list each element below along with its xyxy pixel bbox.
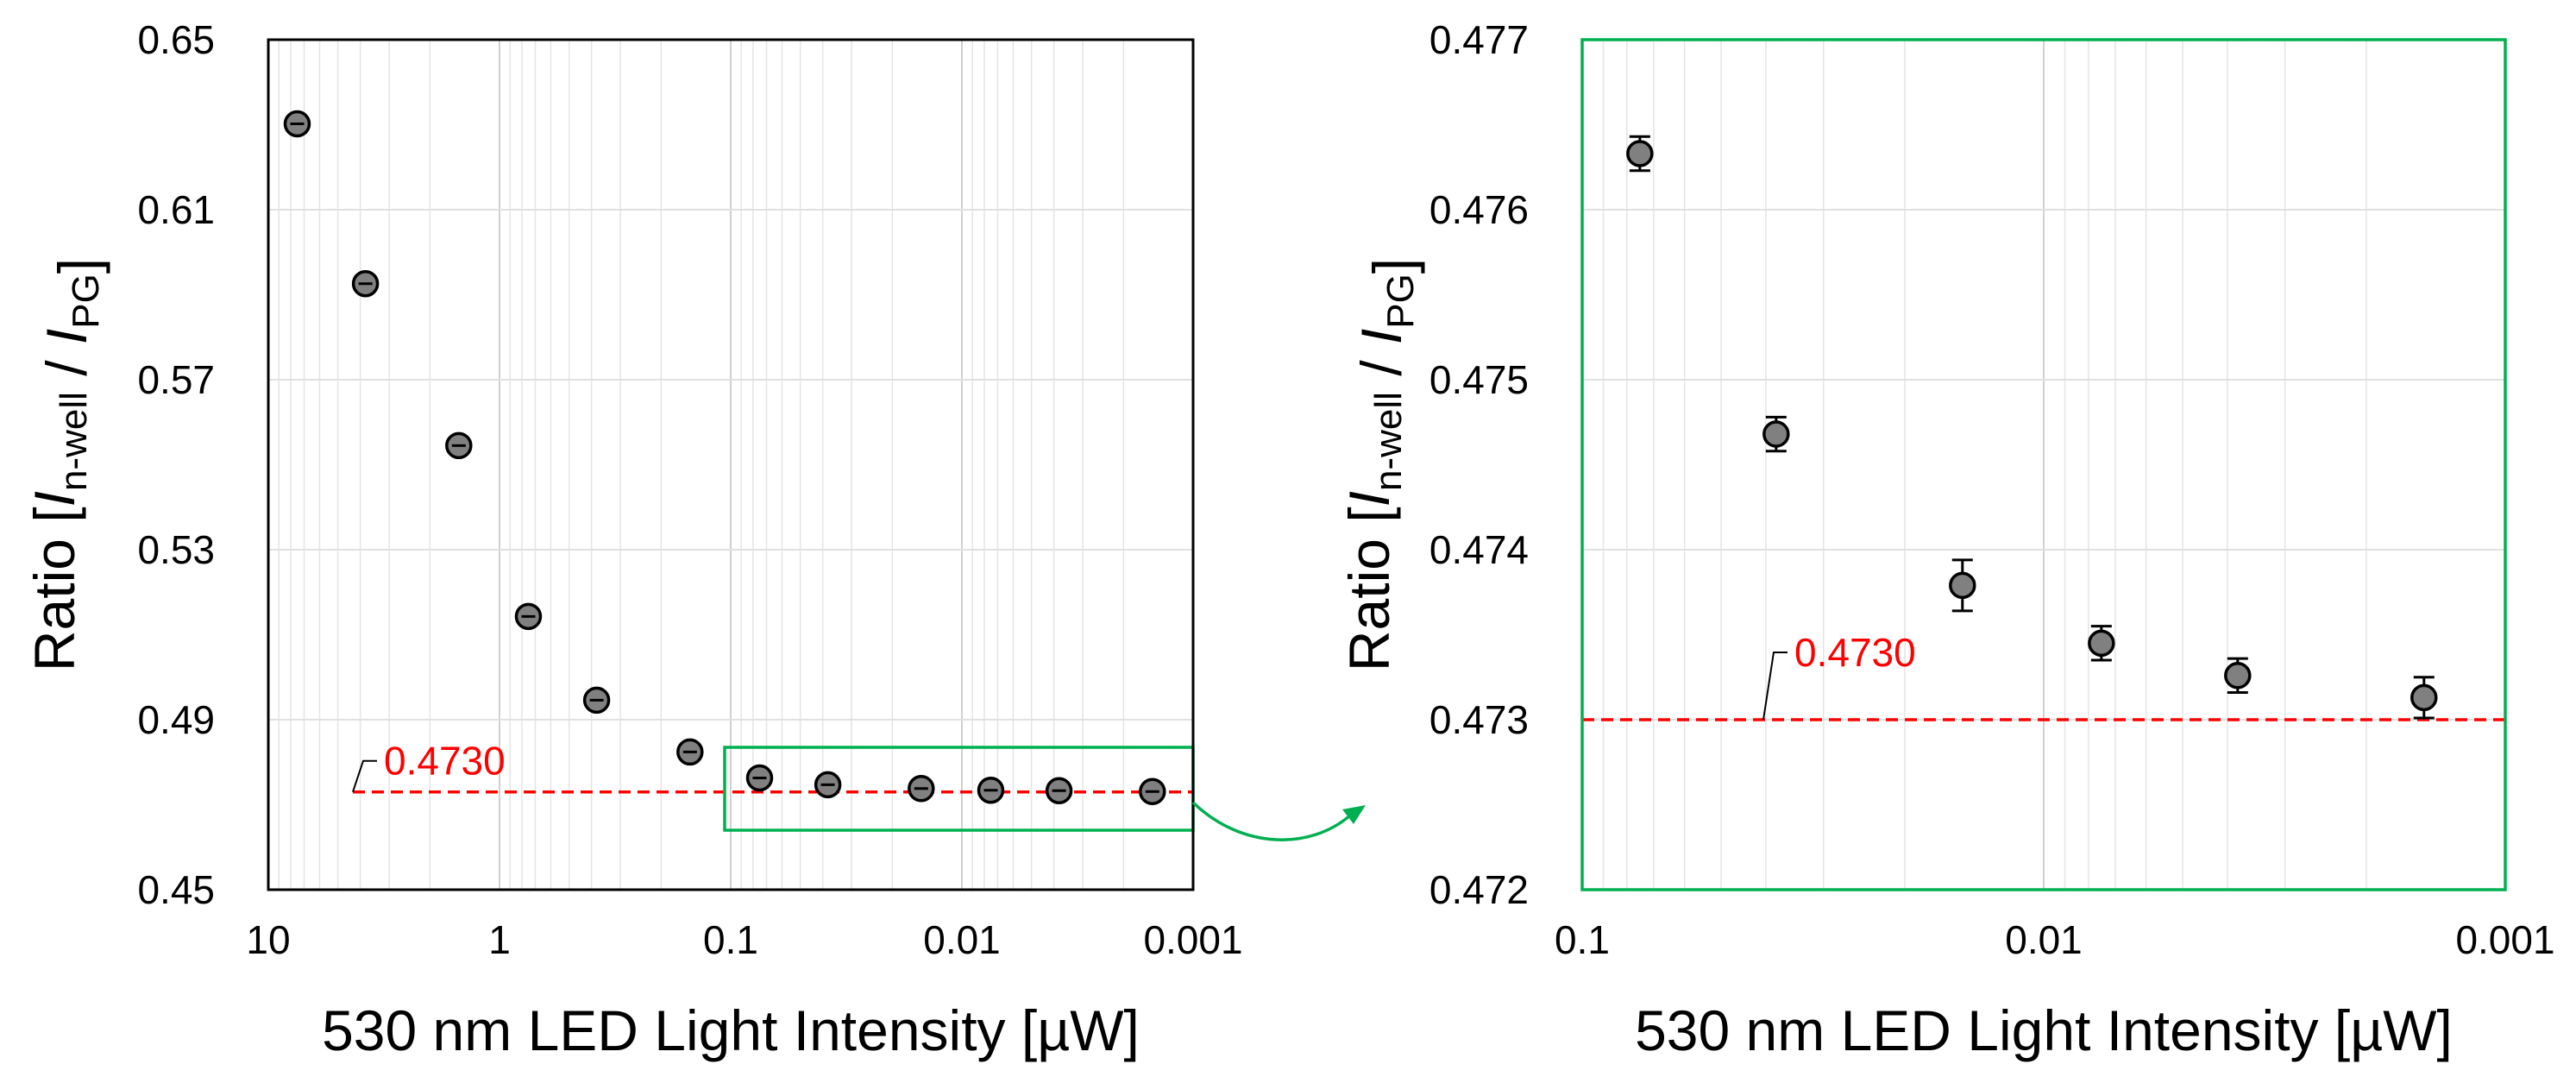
chart2-data-point (2224, 662, 2252, 689)
chart2-x-tick-label: 0.01 (2005, 917, 2083, 962)
chart2-y-tick-label: 0.472 (1429, 867, 1529, 912)
chart2-y-tick-label: 0.476 (1429, 187, 1529, 232)
chart2-x-tick-label: 0.1 (1555, 917, 1610, 962)
chart2-y-axis-title-part: ] (1361, 258, 1425, 274)
zoom-connector-arrow (1191, 801, 1366, 841)
chart2-y-axis-title-part: / (1349, 344, 1413, 392)
chart2-data-point (2088, 629, 2115, 658)
chart1-y-axis-title-part: / (35, 344, 98, 392)
chart1-x-axis-title: 530 nm LED Light Intensity [µW] (322, 998, 1140, 1062)
chart1-y-axis-title-part: PG (65, 274, 107, 329)
zoom-arrow-head (1342, 805, 1366, 824)
chart2-data-point (1626, 140, 1654, 167)
chart1-y-axis-title-part: n-well (53, 392, 95, 491)
chart2-data-point (2410, 683, 2438, 712)
chart2-plot: 0.4730 0.472 0.473 0.474 0.475 0.476 0.477 0.1 0… (1337, 17, 2555, 1062)
chart2-y-tick-label: 0.474 (1429, 527, 1529, 572)
chart2-x-axis-title: 530 nm LED Light Intensity [µW] (1635, 998, 2453, 1062)
chart2-y-tick-label: 0.477 (1429, 17, 1529, 62)
chart1-reference-label: 0.4730 (384, 739, 506, 784)
chart1-y-axis-title: Ratio [In-well / IPG] (22, 258, 110, 671)
chart1-y-tick-label: 0.65 (137, 17, 215, 62)
chart2-y-axis-title-part: I (1349, 329, 1413, 344)
chart1-y-tick-label: 0.61 (137, 187, 215, 232)
chart1-y-tick-label: 0.45 (137, 867, 215, 912)
chart2-data-point (1949, 571, 1976, 600)
chart1-y-tick-label: 0.49 (137, 697, 215, 742)
chart2-y-axis-title-part: I (1337, 491, 1401, 507)
chart1-zoom-box (723, 746, 1195, 832)
chart2-reference-label: 0.4730 (1794, 630, 1916, 675)
chart1-x-tick-label: 10 (246, 917, 290, 962)
chart2-x-tick-label: 0.001 (2455, 917, 2554, 962)
zoom-arrow-curve (1191, 801, 1353, 841)
chart2-y-axis-title-part: PG (1379, 274, 1422, 329)
chart1-y-tick-label: 0.53 (137, 527, 215, 572)
chart1-y-axis-title-part: ] (47, 258, 110, 274)
chart1-x-tick-label: 0.1 (703, 917, 758, 962)
chart1-y-axis-title-part: I (22, 491, 86, 507)
chart1-y-axis-title-part: Ratio [ (22, 507, 86, 671)
chart2-y-tick-label: 0.475 (1429, 357, 1529, 402)
chart2-data-point (1762, 420, 1790, 448)
chart2-plot-frame (1580, 38, 2507, 891)
chart2-y-axis-title-part: Ratio [ (1337, 507, 1401, 671)
chart2-reference-leader-line (1762, 652, 1787, 721)
chart1-plot-frame (267, 38, 1195, 891)
chart2-y-tick-label: 0.473 (1429, 697, 1529, 742)
chart1-reference-leader-line (352, 759, 377, 793)
chart2-y-axis-title-part: n-well (1367, 392, 1410, 491)
chart1-plot: 0.4730 0.45 0.49 0.53 0.57 0.61 0.65 10 1 0.1 0.01… (22, 17, 1243, 1062)
chart1-y-axis-title-part: I (35, 329, 98, 344)
chart1-x-tick-label: 1 (488, 917, 511, 962)
chart1-x-tick-label: 0.01 (923, 917, 1001, 962)
chart2-y-axis-title: Ratio [In-well / IPG] (1337, 258, 1425, 671)
chart1-y-tick-label: 0.57 (137, 357, 215, 402)
chart1-x-tick-label: 0.001 (1143, 917, 1242, 962)
